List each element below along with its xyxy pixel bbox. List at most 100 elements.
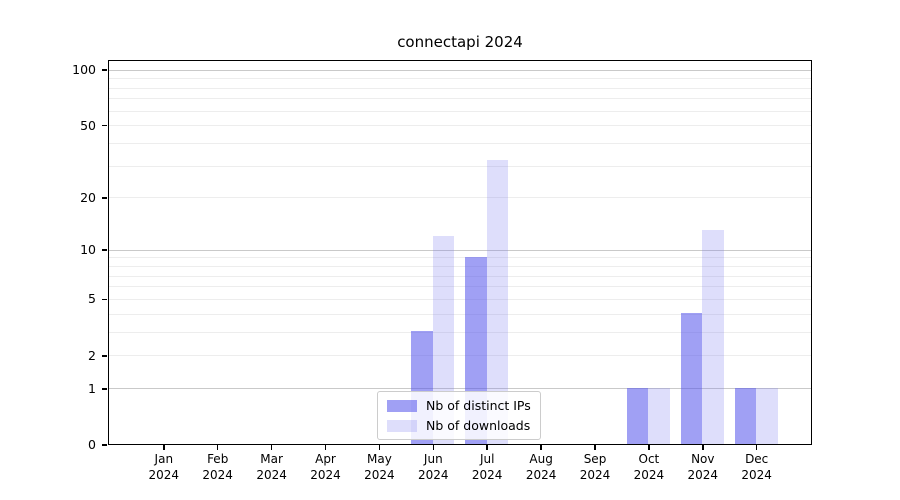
minor-gridline xyxy=(109,87,811,89)
y-tick-label: 1 xyxy=(88,380,96,396)
x-tick-label: Sep 2024 xyxy=(567,452,623,483)
x-tick-year: 2024 xyxy=(418,467,449,482)
minor-gridline xyxy=(109,78,811,80)
x-tick-year: 2024 xyxy=(633,467,665,482)
x-tick-label: Jun 2024 xyxy=(405,452,461,483)
minor-gridline xyxy=(109,275,811,277)
x-tick-month: Aug xyxy=(529,452,553,466)
minor-gridline xyxy=(109,110,811,112)
bar-downloads xyxy=(756,387,778,444)
legend-item-distinct-ips: Nb of distinct IPs xyxy=(387,398,531,413)
legend-swatch-distinct-ips xyxy=(387,399,417,412)
x-tick-mark xyxy=(270,445,273,450)
x-tick-month: Sep xyxy=(583,452,607,466)
minor-gridline xyxy=(109,313,811,315)
bar-downloads xyxy=(648,387,670,444)
x-tick-year: 2024 xyxy=(256,467,287,482)
minor-gridline xyxy=(109,197,811,199)
minor-gridline xyxy=(109,257,811,259)
x-tick-label: Oct 2024 xyxy=(621,452,677,483)
y-tick-label: 0 xyxy=(88,437,96,452)
legend: Nb of distinct IPs Nb of downloads xyxy=(377,391,541,440)
y-tick-mark xyxy=(102,69,107,71)
y-tick-label: 100 xyxy=(72,62,96,78)
x-tick-month: Jan xyxy=(154,452,174,466)
x-tick-month: Nov xyxy=(691,452,715,466)
x-tick-label: Apr 2024 xyxy=(298,452,354,483)
y-tick-label: 10 xyxy=(80,242,96,258)
y-tick-label: 50 xyxy=(80,117,96,133)
y-tick-label: 5 xyxy=(88,291,96,307)
x-tick-mark xyxy=(540,445,542,450)
minor-gridline xyxy=(109,142,811,144)
legend-label-distinct-ips: Nb of distinct IPs xyxy=(426,398,531,413)
y-tick-mark xyxy=(102,124,107,127)
x-tick-mark xyxy=(486,445,488,450)
y-tick-label: 2 xyxy=(88,347,96,363)
y-tick-mark xyxy=(102,298,107,301)
x-tick-month: May xyxy=(366,452,392,466)
y-tick-mark xyxy=(102,249,107,252)
bar-downloads xyxy=(702,229,724,444)
legend-label-downloads: Nb of downloads xyxy=(426,418,531,433)
x-tick-year: 2024 xyxy=(579,467,611,482)
minor-gridline xyxy=(109,298,811,300)
bar-distinct-ips xyxy=(680,313,703,444)
minor-gridline xyxy=(109,355,811,357)
x-tick-mark xyxy=(432,445,435,450)
x-tick-month: Dec xyxy=(745,452,769,466)
x-tick-mark xyxy=(324,445,327,450)
minor-gridline xyxy=(109,165,811,167)
x-tick-mark xyxy=(702,445,704,450)
x-tick-month: Apr xyxy=(315,452,336,466)
bar-distinct-ips xyxy=(734,387,757,444)
x-tick-label: Dec 2024 xyxy=(729,452,785,483)
minor-gridline xyxy=(109,265,811,267)
x-tick-mark xyxy=(755,445,758,450)
major-gridline xyxy=(109,69,811,71)
x-tick-month: Jun xyxy=(423,452,443,466)
major-gridline xyxy=(109,249,811,251)
minor-gridline xyxy=(109,331,811,333)
x-tick-mark xyxy=(648,445,650,450)
x-tick-month: Feb xyxy=(207,452,229,466)
x-tick-mark xyxy=(378,445,381,450)
x-tick-label: Nov 2024 xyxy=(675,452,731,483)
y-tick-label: 20 xyxy=(80,189,96,205)
legend-swatch-downloads xyxy=(387,419,417,432)
x-tick-month: Jul xyxy=(479,452,495,466)
x-tick-mark xyxy=(163,445,165,450)
bar-downloads xyxy=(486,160,509,444)
x-tick-year: 2024 xyxy=(471,467,503,482)
x-tick-label: Jul 2024 xyxy=(459,452,515,483)
x-tick-month: Oct xyxy=(638,452,660,466)
x-tick-mark xyxy=(594,445,596,450)
x-tick-year: 2024 xyxy=(525,467,557,482)
x-tick-year: 2024 xyxy=(687,467,719,482)
minor-gridline xyxy=(109,125,811,127)
minor-gridline xyxy=(109,98,811,100)
x-tick-label: May 2024 xyxy=(351,452,407,483)
minor-gridline xyxy=(109,286,811,288)
major-gridline xyxy=(109,388,811,390)
legend-item-downloads: Nb of downloads xyxy=(387,418,531,433)
chart-title: connectapi 2024 xyxy=(397,33,523,51)
x-tick-label: Feb 2024 xyxy=(190,452,246,483)
y-tick-mark xyxy=(102,196,107,199)
x-tick-year: 2024 xyxy=(741,467,772,482)
x-tick-year: 2024 xyxy=(202,467,233,482)
x-tick-month: Mar xyxy=(260,452,283,466)
plot-area xyxy=(108,60,812,445)
x-tick-year: 2024 xyxy=(310,467,341,482)
x-tick-label: Mar 2024 xyxy=(244,452,300,483)
bar-distinct-ips xyxy=(626,387,649,444)
x-tick-label: Aug 2024 xyxy=(513,452,569,483)
y-tick-mark xyxy=(102,354,107,357)
x-tick-label: Jan 2024 xyxy=(136,452,192,483)
x-tick-year: 2024 xyxy=(148,467,180,482)
x-tick-mark xyxy=(216,445,219,450)
y-tick-mark xyxy=(102,444,107,446)
x-tick-year: 2024 xyxy=(364,467,395,482)
y-tick-mark xyxy=(102,387,107,390)
